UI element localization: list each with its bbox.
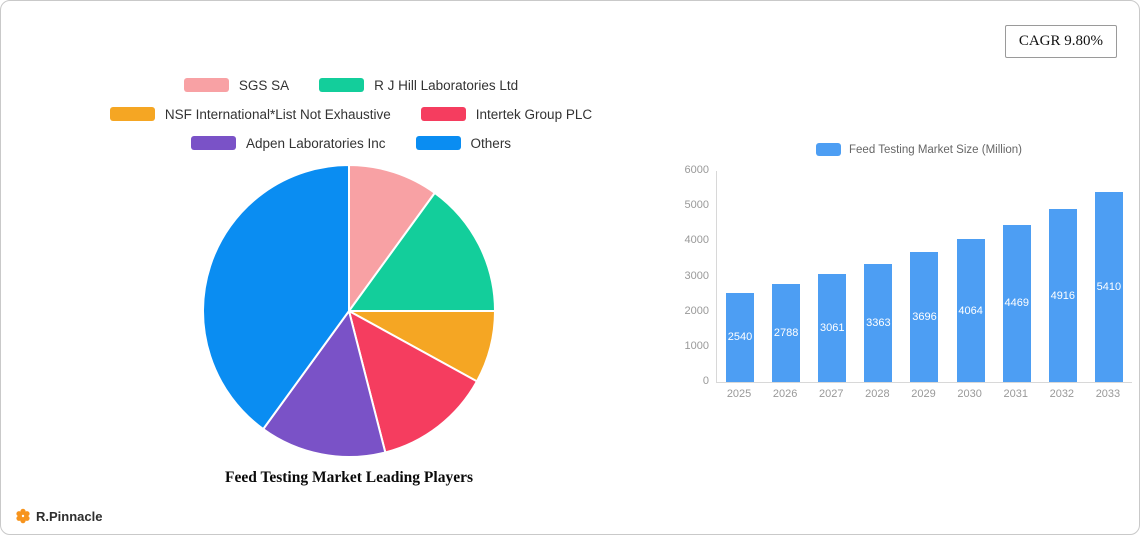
pie-legend: SGS SA R J Hill Laboratories Ltd NSF Inter… — [31, 75, 671, 162]
legend-item-2: NSF International*List Not Exhaustive — [109, 106, 391, 122]
bar-band: 3061 — [809, 171, 855, 382]
legend-swatch — [109, 107, 155, 121]
bar-value-label: 3363 — [866, 316, 891, 329]
x-axis-label: 2025 — [726, 388, 752, 400]
bar-plot-area: 2540 2788 3061 3363 3696 4064 4469 4916 5410 0 10… — [685, 164, 1132, 387]
y-axis-tick-label: 3000 — [684, 269, 709, 282]
pie-slice-3 — [348, 310, 478, 454]
legend-swatch — [415, 136, 461, 150]
bar-band: 2540 — [717, 171, 763, 382]
x-axis-label: 2026 — [772, 388, 798, 400]
pie-chart-title: Feed Testing Market Leading Players — [225, 469, 473, 486]
bar-2027: 3061 — [818, 274, 847, 382]
bar-2030: 4064 — [956, 239, 985, 382]
bar-value-label: 2788 — [773, 326, 799, 339]
bar-2031: 4469 — [1002, 224, 1031, 382]
bar-2032: 4916 — [1048, 209, 1077, 382]
bar-band: 4469 — [994, 171, 1040, 382]
x-axis-label: 2032 — [1049, 388, 1075, 400]
pie-slice-4 — [262, 310, 387, 458]
bar-2033: 5410 — [1094, 191, 1123, 382]
x-axis-label: 2028 — [865, 388, 890, 400]
x-axis-labels: 2025 2026 2027 2028 2029 2030 2031 2032 2033 — [716, 388, 1131, 400]
bar-band: 3363 — [855, 171, 901, 382]
bar-band: 4064 — [948, 171, 994, 382]
flower-icon — [16, 508, 30, 524]
bar-value-label: 4916 — [1050, 289, 1076, 302]
y-axis-tick-label: 2000 — [684, 304, 709, 317]
legend-label: R J Hill Laboratories Ltd — [374, 77, 519, 93]
bar-2029: 3696 — [910, 252, 939, 382]
legend-item-5: Others — [415, 135, 512, 151]
bar-band: 4916 — [1040, 171, 1086, 382]
y-axis-tick-label: 5000 — [684, 199, 709, 212]
x-axis-label: 2030 — [957, 388, 982, 400]
y-axis-tick-label: 1000 — [684, 339, 709, 352]
legend-swatch — [183, 78, 229, 92]
bar-value-label: 3696 — [912, 311, 937, 324]
legend-label: NSF International*List Not Exhaustive — [164, 106, 391, 122]
legend-item-3: Intertek Group PLC — [420, 106, 593, 122]
pie-slice-0 — [348, 164, 436, 312]
bar-legend-label: Feed Testing Market Size (Million) — [849, 143, 1022, 156]
bar-2026: 2788 — [772, 283, 801, 382]
bar-value-label: 3061 — [820, 322, 845, 335]
bar-legend-swatch — [816, 143, 841, 156]
x-axis-label: 2033 — [1095, 388, 1121, 400]
bar-value-label: 4064 — [958, 304, 983, 317]
brand-logo: R.Pinnacle — [15, 508, 102, 524]
legend-row: SGS SA R J Hill Laboratories Ltd — [31, 75, 671, 95]
legend-label: SGS SA — [238, 77, 290, 93]
pie-slice-1 — [348, 191, 496, 312]
bar-2028: 3363 — [864, 263, 893, 382]
bar-2025: 2540 — [726, 292, 755, 382]
cagr-badge: CAGR 9.80% — [1004, 25, 1117, 58]
brand-name: R.Pinnacle — [36, 508, 103, 524]
legend-row: NSF International*List Not Exhaustive Int… — [31, 104, 671, 124]
legend-item-4: Adpen Laboratories Inc — [190, 135, 386, 151]
legend-label: Intertek Group PLC — [475, 106, 593, 122]
bar-chart-legend: Feed Testing Market Size (Million) — [701, 143, 1137, 156]
legend-swatch — [190, 136, 236, 150]
legend-swatch — [420, 107, 466, 121]
pie-slice-5 — [201, 164, 350, 431]
x-axis-label: 2027 — [819, 388, 844, 400]
y-axis-tick-label: 6000 — [684, 164, 709, 176]
x-axis-label: 2029 — [911, 388, 936, 400]
bar-value-label: 5410 — [1096, 280, 1122, 293]
legend-swatch — [319, 78, 365, 92]
bar-series: 2540 2788 3061 3363 3696 4064 4469 4916 5410 — [717, 171, 1132, 382]
bar-band: 3696 — [901, 171, 947, 382]
y-axis-tick-label: 0 — [702, 375, 709, 387]
pie-chart — [201, 164, 496, 458]
bar-band: 5410 — [1086, 171, 1132, 382]
bar-value-label: 2540 — [727, 331, 753, 344]
bar-chart-panel: Feed Testing Market Size (Million) 2540 2… — [685, 143, 1137, 413]
legend-label: Adpen Laboratories Inc — [245, 135, 386, 151]
x-axis-label: 2031 — [1003, 388, 1028, 400]
legend-label: Others — [470, 135, 512, 151]
legend-row: Adpen Laboratories Inc Others — [31, 133, 671, 153]
legend-item-1: R J Hill Laboratories Ltd — [319, 78, 518, 93]
bar-value-label: 4469 — [1004, 297, 1029, 310]
legend-item-0: SGS SA — [183, 77, 290, 93]
y-axis-tick-label: 4000 — [684, 234, 709, 247]
bar-band: 2788 — [763, 171, 809, 382]
